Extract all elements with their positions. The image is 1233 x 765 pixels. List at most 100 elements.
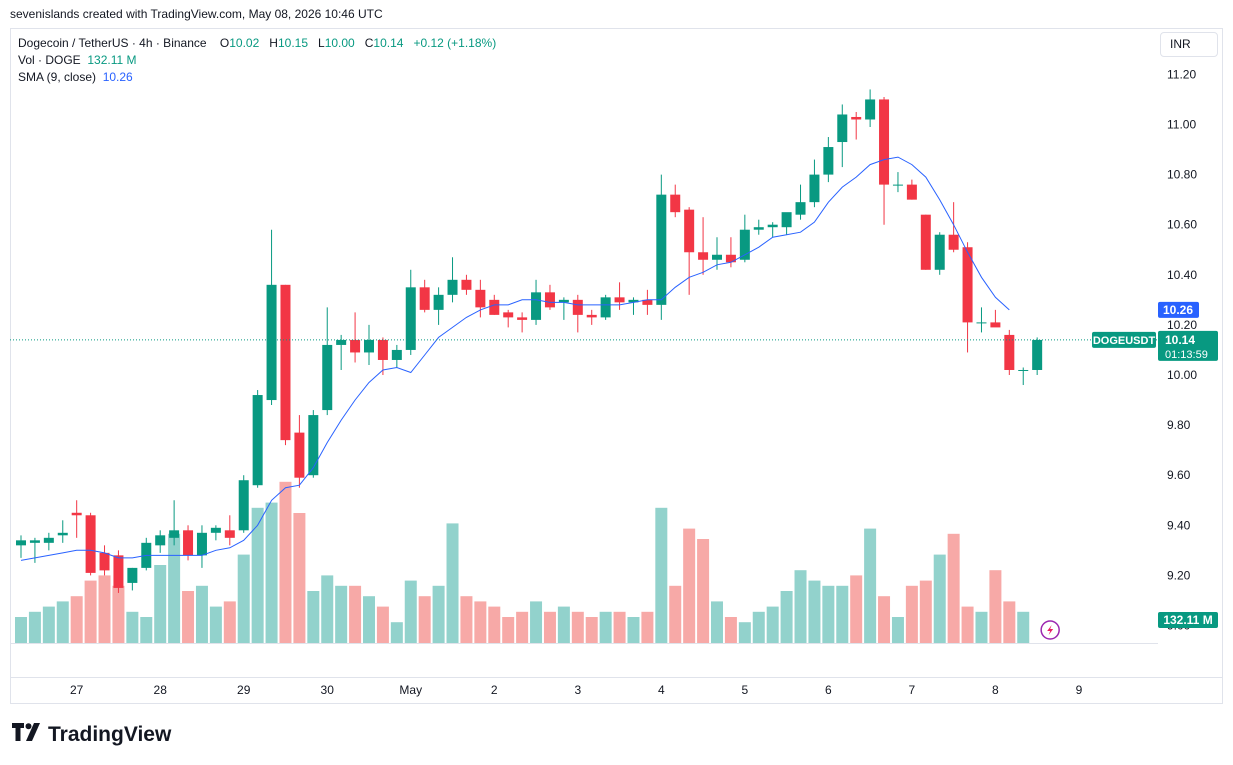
high-value: 10.15 bbox=[277, 36, 308, 50]
sma-line bbox=[20, 156, 1010, 561]
volume-bar bbox=[154, 565, 167, 643]
y-tick-label: 10.20 bbox=[1167, 318, 1197, 332]
volume-bar bbox=[28, 611, 41, 643]
candle-body bbox=[948, 234, 959, 250]
x-tick-label: 5 bbox=[741, 683, 748, 697]
low-value: 10.00 bbox=[324, 36, 355, 50]
candle-body bbox=[294, 432, 305, 478]
candle-body bbox=[865, 99, 876, 120]
candle-body bbox=[57, 532, 68, 536]
candle-body bbox=[517, 317, 528, 320]
sma-price-badge bbox=[1158, 301, 1199, 318]
countdown-text: 01:13:59 bbox=[1165, 349, 1208, 361]
volume-bar bbox=[697, 539, 710, 643]
sma-label[interactable]: SMA (9, close) bbox=[18, 70, 97, 84]
candle-body bbox=[642, 299, 653, 305]
volume-bar bbox=[808, 580, 821, 643]
x-tick-label: 27 bbox=[70, 683, 84, 697]
candle-body bbox=[739, 229, 750, 260]
candle-body bbox=[196, 532, 207, 556]
low-label: L bbox=[318, 36, 325, 50]
candle-body bbox=[767, 224, 778, 228]
candle-body bbox=[475, 289, 486, 308]
y-tick-label: 10.40 bbox=[1167, 268, 1197, 282]
volume-bar bbox=[1017, 611, 1030, 643]
candle-body bbox=[252, 395, 263, 486]
x-tick-label: 8 bbox=[992, 683, 999, 697]
candle-body bbox=[210, 527, 221, 533]
candle-body bbox=[531, 292, 542, 320]
volume-bar bbox=[543, 611, 556, 643]
volume-bar bbox=[585, 617, 598, 643]
volume-bar bbox=[794, 570, 807, 643]
volume-bar bbox=[488, 606, 501, 643]
candle-body bbox=[600, 297, 611, 318]
volume-bar bbox=[571, 611, 584, 643]
candle-body bbox=[614, 297, 625, 303]
candle-body bbox=[1032, 339, 1043, 370]
volume-bar bbox=[641, 611, 654, 643]
candle-body bbox=[489, 299, 500, 315]
volume-bar bbox=[822, 585, 835, 643]
candle-body bbox=[962, 247, 973, 323]
chart-legend: Dogecoin / TetherUS · 4h · Binance O10.0… bbox=[18, 35, 496, 86]
volume-bar bbox=[140, 617, 153, 643]
candle-body bbox=[920, 214, 931, 270]
volume-bar bbox=[738, 622, 751, 643]
candle-body bbox=[879, 99, 890, 185]
volume-bar bbox=[168, 533, 181, 643]
volume-bar bbox=[195, 585, 208, 643]
candle-body bbox=[906, 184, 917, 200]
volume-bar bbox=[613, 611, 626, 643]
volume-row: Vol · DOGE 132.11 M bbox=[18, 52, 496, 69]
candle-body bbox=[795, 202, 806, 215]
candle-body bbox=[753, 227, 764, 230]
volume-bar bbox=[864, 528, 877, 643]
currency-button[interactable]: INR bbox=[1160, 32, 1218, 57]
candle-body bbox=[127, 567, 138, 583]
volume-bar bbox=[474, 601, 487, 643]
candle-body bbox=[308, 415, 319, 476]
candle-body bbox=[71, 512, 82, 516]
volume-bar bbox=[850, 575, 863, 643]
volume-bar bbox=[293, 513, 306, 643]
candle-body bbox=[350, 339, 361, 353]
y-tick-label: 10.80 bbox=[1167, 168, 1197, 182]
candle-body bbox=[558, 299, 569, 303]
y-tick-label: 9.20 bbox=[1167, 568, 1191, 582]
volume-value: 132.11 M bbox=[87, 53, 137, 67]
volume-bar bbox=[237, 554, 250, 643]
candle-body bbox=[322, 344, 333, 411]
candle-body bbox=[781, 212, 792, 228]
candle-body bbox=[976, 322, 987, 324]
volume-bar bbox=[390, 622, 403, 643]
symbol-label[interactable]: Dogecoin / TetherUS · 4h · Binance bbox=[18, 36, 207, 50]
lightning-icon-glyph bbox=[1047, 625, 1054, 635]
candle-body bbox=[43, 537, 54, 543]
volume-bar bbox=[223, 601, 236, 643]
volume-label[interactable]: Vol · DOGE bbox=[18, 53, 81, 67]
x-tick-label: 29 bbox=[237, 683, 251, 697]
candle-body bbox=[809, 174, 820, 203]
candle-body bbox=[712, 254, 722, 260]
candle-body bbox=[698, 252, 709, 260]
change-value: +0.12 (+1.18%) bbox=[413, 36, 497, 50]
volume-bar bbox=[516, 611, 529, 643]
candle-body bbox=[364, 339, 374, 353]
volume-bar bbox=[947, 533, 960, 643]
last-price-badge-text: 10.14 bbox=[1165, 333, 1195, 347]
candle-body bbox=[823, 147, 834, 175]
y-tick-label: 10.60 bbox=[1167, 218, 1197, 232]
candle-body bbox=[155, 535, 166, 546]
volume-bar bbox=[1003, 601, 1016, 643]
candle-body bbox=[113, 555, 124, 588]
volume-bar bbox=[460, 596, 473, 643]
candle-body bbox=[280, 284, 291, 441]
symbol-row: Dogecoin / TetherUS · 4h · Binance O10.0… bbox=[18, 35, 496, 52]
volume-bar bbox=[404, 580, 417, 643]
candle-body bbox=[266, 284, 277, 401]
candle-body bbox=[503, 312, 514, 318]
candle-body bbox=[336, 339, 347, 345]
chart-frame bbox=[10, 28, 1223, 704]
